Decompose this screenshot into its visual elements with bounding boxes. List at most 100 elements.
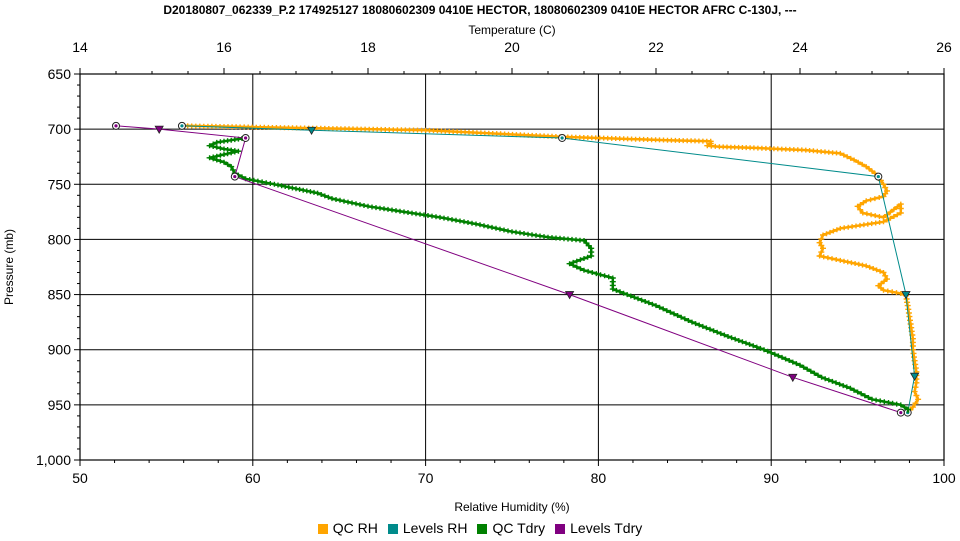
data-point	[263, 180, 270, 186]
data-point	[889, 289, 896, 295]
data-point	[859, 161, 866, 167]
data-point	[230, 167, 236, 173]
data-point	[481, 223, 487, 229]
data-point	[573, 264, 580, 270]
data-point	[881, 399, 888, 405]
data-point	[605, 274, 612, 280]
data-point	[897, 206, 904, 211]
data-point	[841, 258, 847, 264]
data-point	[663, 308, 670, 314]
x-tick-label: 60	[245, 470, 261, 486]
x2-tick-label: 26	[936, 39, 952, 55]
y-tick-label: 650	[48, 66, 72, 82]
data-point	[699, 323, 706, 329]
data-point	[703, 325, 710, 331]
data-point	[818, 236, 825, 242]
data-point	[660, 306, 667, 312]
data-point	[750, 343, 757, 349]
data-point	[217, 145, 224, 151]
data-point	[800, 364, 807, 370]
legend-swatch	[387, 524, 398, 534]
x-tick-label: 50	[72, 470, 88, 486]
data-point	[837, 225, 844, 231]
legend-label: Levels Tdry	[570, 520, 643, 536]
legend-label: QC RH	[332, 520, 378, 536]
data-point	[329, 196, 335, 202]
data-point	[890, 214, 897, 219]
data-point	[827, 229, 833, 235]
data-point	[782, 356, 789, 362]
data-point	[267, 181, 274, 186]
data-point	[473, 221, 479, 227]
data-point	[224, 161, 231, 167]
data-point	[768, 350, 775, 356]
data-point	[859, 210, 866, 216]
data-point	[757, 345, 764, 351]
data-point	[837, 150, 844, 156]
data-point	[885, 400, 892, 405]
data-point	[437, 214, 443, 220]
x2-tick-label: 16	[216, 39, 232, 55]
data-point	[746, 341, 753, 347]
data-point	[894, 212, 901, 218]
data-point	[852, 261, 859, 266]
data-point	[689, 319, 695, 325]
data-point	[213, 157, 220, 163]
data-point	[221, 159, 227, 165]
data-point	[296, 186, 303, 192]
data-point	[851, 387, 857, 393]
y-tick-label: 1,000	[36, 452, 71, 468]
data-point	[833, 227, 840, 233]
data-point	[847, 155, 854, 161]
data-point	[235, 148, 242, 154]
data-point	[645, 300, 652, 306]
data-point	[880, 270, 887, 275]
data-point	[786, 358, 793, 363]
data-point	[710, 328, 717, 334]
legend-item-levels_tdry: Levels Tdry	[555, 520, 642, 536]
data-point	[620, 290, 627, 296]
data-point	[717, 331, 724, 337]
data-point	[613, 287, 620, 293]
data-point	[855, 261, 862, 267]
data-point	[833, 257, 840, 262]
data-point	[588, 253, 595, 259]
x-tick-label: 90	[763, 470, 779, 486]
legend-item-qc_tdry: QC Tdry	[477, 520, 545, 536]
legend-item-qc_rh: QC RH	[317, 520, 378, 536]
data-point	[822, 376, 829, 382]
data-point	[321, 193, 328, 199]
data-point	[793, 361, 800, 367]
data-point	[882, 185, 889, 191]
data-point	[306, 126, 317, 136]
data-point	[681, 316, 688, 322]
data-point-core	[114, 124, 118, 128]
data-point	[843, 384, 850, 390]
data-point	[873, 267, 880, 273]
data-point	[707, 326, 713, 332]
data-point	[764, 348, 771, 354]
data-point	[221, 152, 227, 157]
data-point	[685, 318, 692, 323]
data-point	[830, 228, 837, 234]
data-point	[566, 261, 573, 267]
data-point	[341, 198, 347, 204]
data-point-core	[899, 410, 903, 415]
data-point	[909, 404, 916, 410]
y-tick-label: 700	[48, 121, 72, 137]
data-point	[489, 224, 495, 230]
data-point	[894, 204, 901, 210]
data-point	[678, 314, 685, 320]
data-point	[901, 404, 908, 410]
y-axis-title: Pressure (mb)	[2, 229, 16, 305]
x-axis-title: Relative Humidity (%)	[454, 500, 569, 514]
data-point	[897, 201, 904, 207]
legend-swatch	[555, 524, 566, 534]
data-point	[210, 156, 217, 162]
data-point	[829, 378, 836, 384]
data-point	[912, 384, 919, 390]
data-point	[696, 322, 703, 328]
data-point	[254, 178, 261, 184]
data-point	[314, 190, 321, 196]
data-point	[869, 396, 875, 402]
